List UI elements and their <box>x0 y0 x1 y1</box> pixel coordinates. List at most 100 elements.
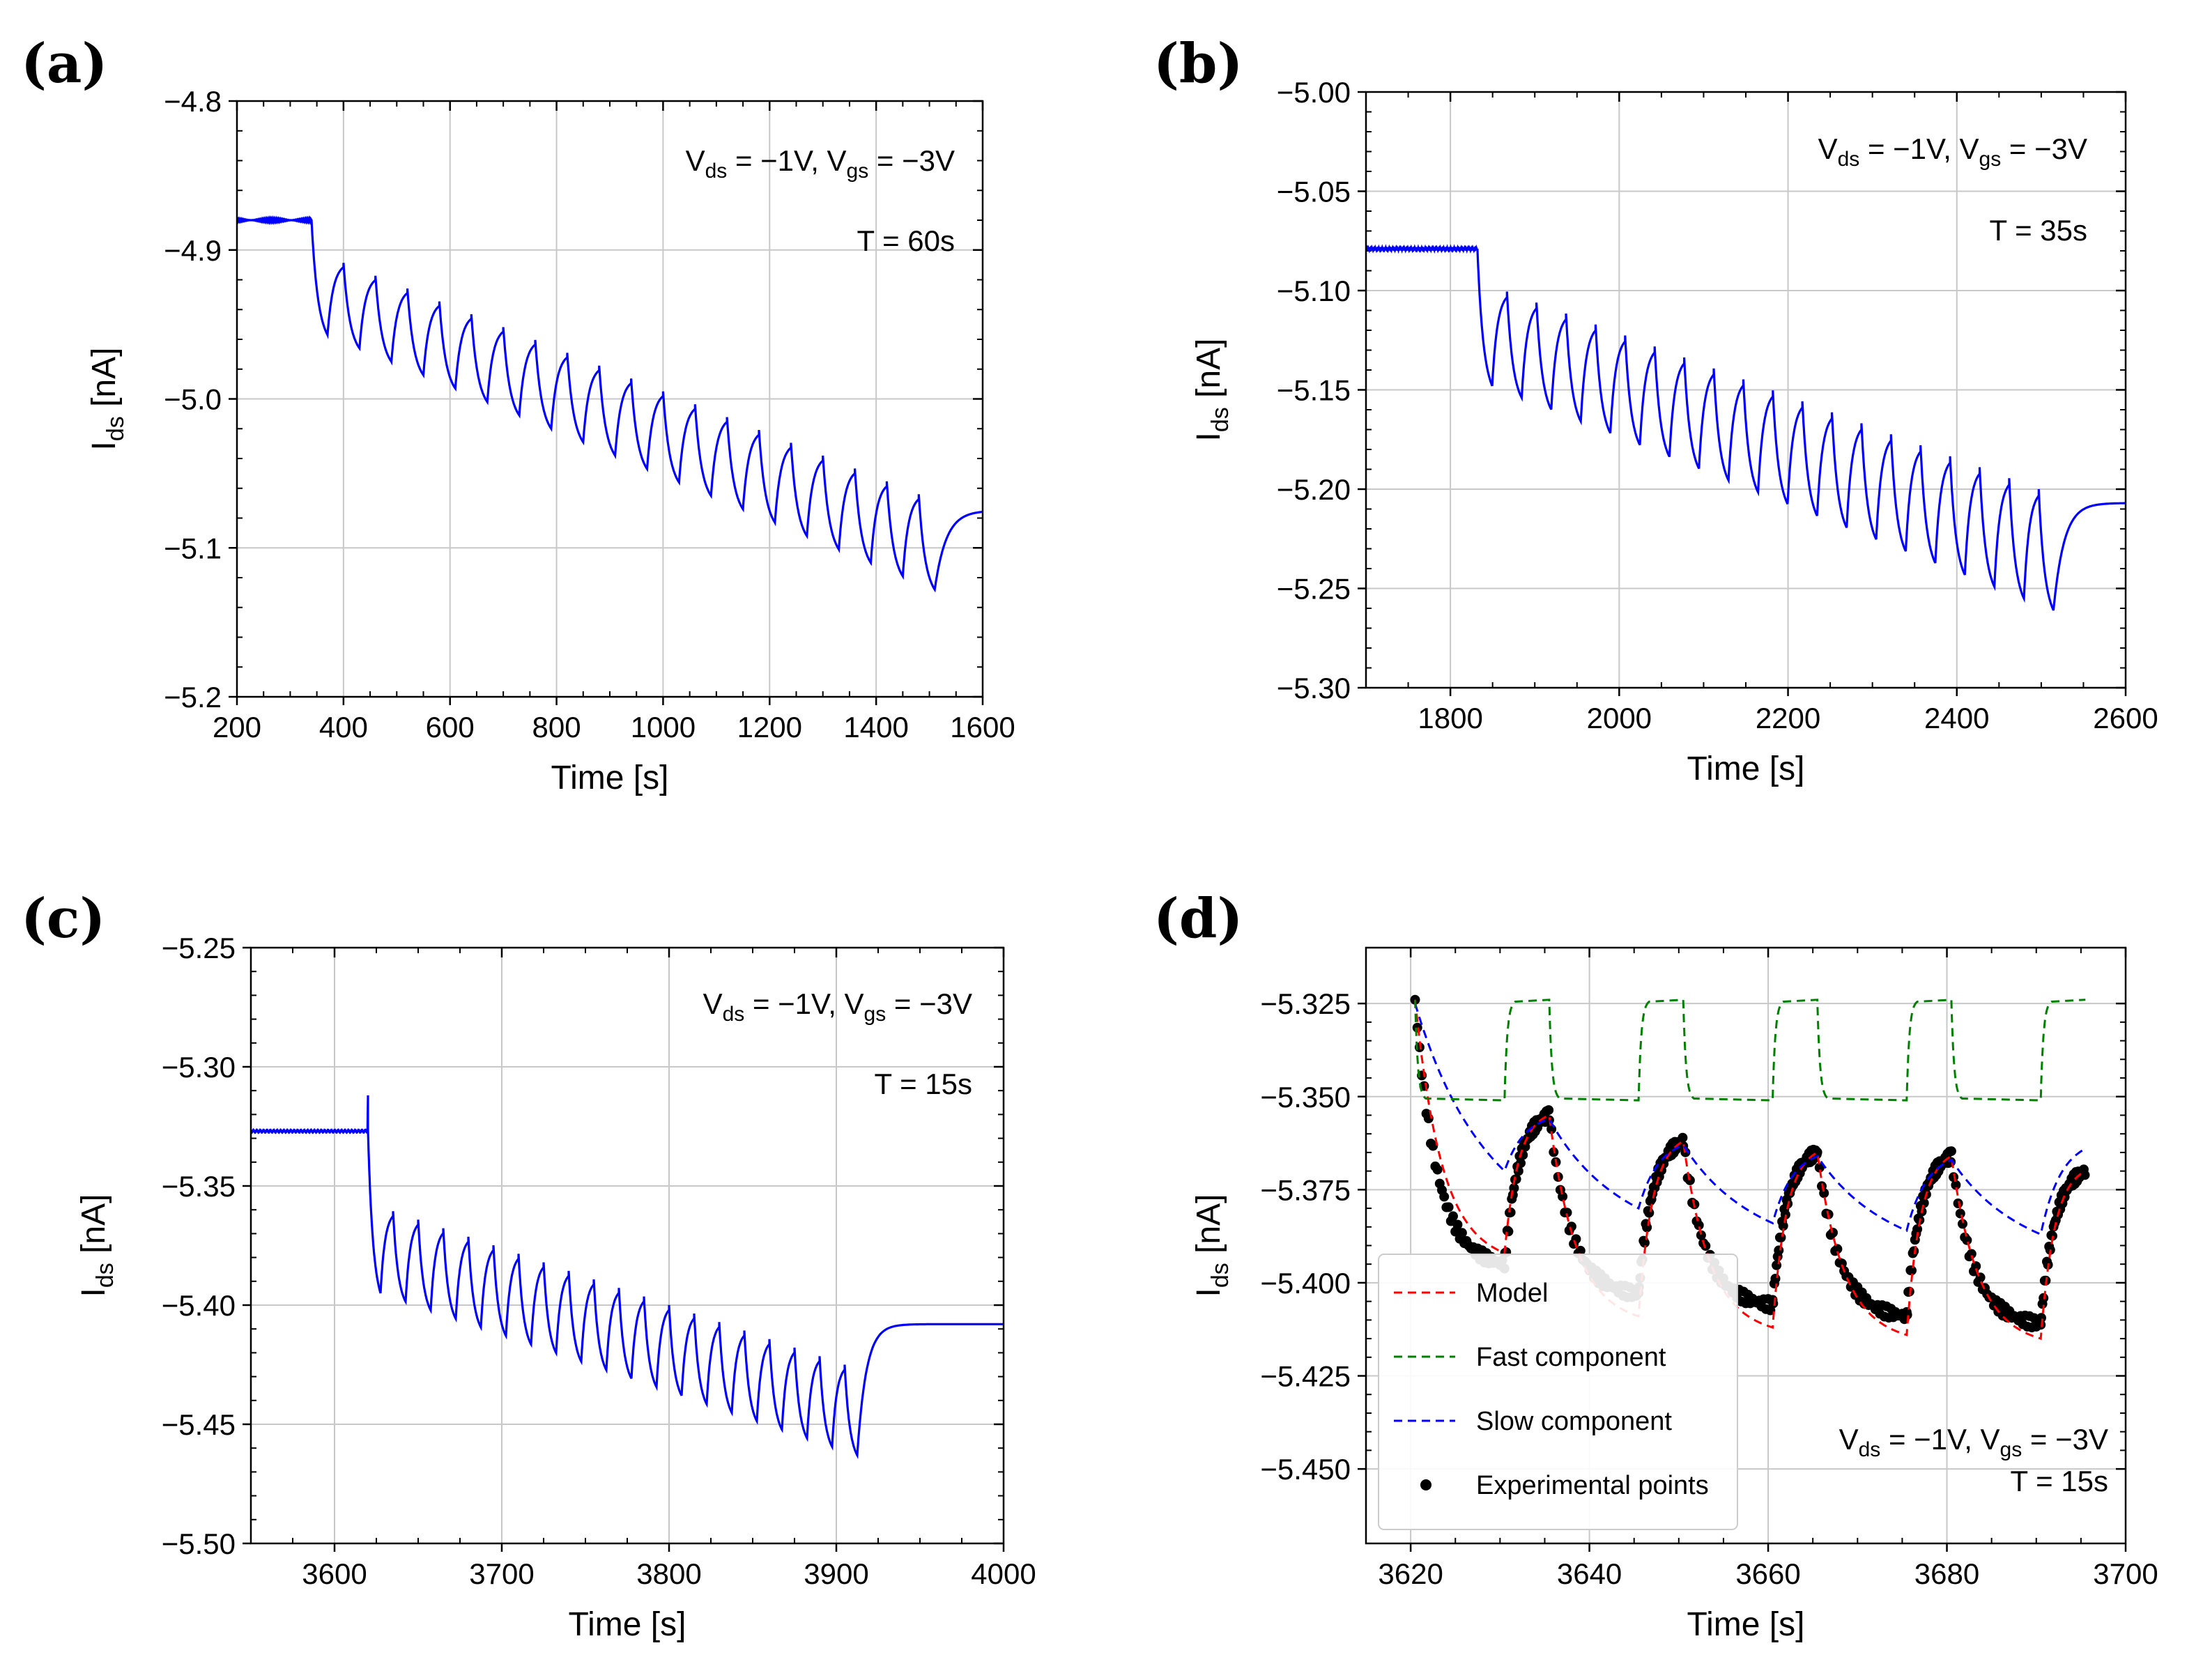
annotation-part: = −1V, V <box>1859 132 1979 165</box>
x-tick-label: 600 <box>426 711 475 743</box>
experimental-point <box>1684 1175 1695 1185</box>
annotation-part: gs <box>1979 148 2002 171</box>
experimental-point <box>1768 1298 1779 1309</box>
experimental-point <box>1907 1265 1917 1276</box>
y-tick-label: −5.50 <box>162 1527 236 1560</box>
y-tick-label: −5.450 <box>1260 1453 1351 1486</box>
period-annotation: T = 60s <box>857 224 955 257</box>
y-axis-label-sub: ds <box>1207 407 1234 432</box>
annotation-part: T = 15s <box>875 1068 972 1100</box>
y-tick-label: −5.45 <box>162 1408 236 1441</box>
y-tick-label: −5.05 <box>1277 176 1351 208</box>
current-trace <box>1366 244 2126 611</box>
legend-label: Experimental points <box>1476 1471 1709 1500</box>
x-tick-label: 4000 <box>971 1557 1036 1590</box>
experimental-point <box>1772 1260 1782 1270</box>
bias-annotation: Vds = −1V, Vgs = −3V <box>686 144 955 183</box>
y-axis-label-main: I <box>75 1288 112 1297</box>
y-tick-label: −5.0 <box>164 383 222 416</box>
annotation-part: = −3V <box>868 144 955 177</box>
annotation-part: T = 15s <box>2011 1465 2108 1497</box>
experimental-point <box>1642 1222 1652 1233</box>
y-axis-label-unit: [nA] <box>1190 339 1227 408</box>
x-tick-label: 3640 <box>1557 1557 1622 1590</box>
panel-label: (a) <box>21 32 107 95</box>
experimental-point <box>1919 1198 1929 1208</box>
x-tick-label: 800 <box>532 711 581 743</box>
experimental-point <box>1955 1208 1965 1219</box>
bias-annotation: Vds = −1V, Vgs = −3V <box>1818 132 2087 171</box>
y-tick-label: −5.20 <box>1277 473 1351 506</box>
panel-c: 3600 3700 3800 3900 4000 −5.50 −5.45 −5.40 −5.35… <box>21 887 1036 1643</box>
experimental-point <box>1774 1245 1784 1256</box>
panel-a: 200 400 600 800 1000 1200 1400 1600 −5.2 −5.1 −5.0… <box>21 32 1015 796</box>
x-tick-label: 3660 <box>1735 1557 1800 1590</box>
experimental-point <box>1448 1211 1458 1222</box>
experimental-point <box>1558 1192 1568 1202</box>
experimental-point <box>1428 1141 1438 1151</box>
annotation-part: V <box>1839 1423 1859 1456</box>
plot-frame <box>236 100 984 698</box>
model-curve <box>1414 999 2086 1341</box>
plot-frame <box>1365 91 2127 689</box>
experimental-point <box>1639 1238 1650 1248</box>
y-axis-label: Ids [nA] <box>1190 339 1234 442</box>
experimental-point <box>1439 1192 1450 1202</box>
experimental-point <box>1951 1180 1961 1190</box>
x-tick-label: 2200 <box>1756 702 1820 734</box>
annotation-part: = −3V <box>2001 132 2087 165</box>
x-tick-label: 1200 <box>737 711 802 743</box>
annotation-part: V <box>703 987 723 1020</box>
x-tick-label: 2600 <box>2093 702 2158 734</box>
period-annotation: T = 15s <box>875 1068 972 1100</box>
experimental-point <box>1571 1234 1581 1244</box>
current-trace <box>251 1095 1004 1459</box>
y-tick-label: −5.30 <box>162 1051 236 1084</box>
plot-frame <box>250 946 1005 1545</box>
y-axis-label: Ids [nA] <box>1190 1194 1234 1297</box>
legend-box <box>1378 1254 1738 1530</box>
period-annotation: T = 15s <box>2011 1465 2108 1497</box>
y-tick-label: −5.25 <box>1277 573 1351 606</box>
annotation-part: T = 35s <box>1990 214 2087 247</box>
y-axis-label: Ids [nA] <box>86 348 129 451</box>
experimental-point <box>1544 1105 1554 1116</box>
y-tick-label: −5.35 <box>162 1170 236 1203</box>
y-axis-label-unit: [nA] <box>86 348 123 417</box>
annotation-part: V <box>1818 132 1838 165</box>
y-axis-label-sub: ds <box>102 416 129 441</box>
x-tick-label: 1400 <box>843 711 908 743</box>
legend-label: Model <box>1476 1279 1549 1308</box>
experimental-point <box>1443 1202 1454 1212</box>
x-tick-label: 1800 <box>1418 702 1482 734</box>
current-trace <box>237 215 983 593</box>
experimental-point <box>1776 1233 1786 1242</box>
x-tick-label: 3600 <box>302 1557 367 1590</box>
x-tick-label: 3700 <box>2093 1557 2158 1590</box>
y-tick-label: −5.1 <box>164 532 222 564</box>
experimental-point <box>2036 1313 2046 1323</box>
experimental-point <box>1678 1132 1688 1143</box>
annotation-part: ds <box>1838 148 1860 171</box>
y-tick-label: −5.10 <box>1277 275 1351 307</box>
experimental-point <box>1452 1219 1463 1230</box>
y-tick-label: −5.40 <box>162 1289 236 1322</box>
x-tick-label: 1000 <box>631 711 696 743</box>
experimental-point <box>1505 1207 1516 1217</box>
annotation-part: T = 60s <box>857 224 955 257</box>
x-tick-label: 3900 <box>804 1557 868 1590</box>
y-tick-label: −5.375 <box>1260 1173 1351 1206</box>
experimental-point <box>1701 1241 1711 1251</box>
slow-component-curve <box>1414 1003 2086 1236</box>
y-axis-label-sub: ds <box>1207 1263 1234 1288</box>
experimental-point <box>1694 1220 1704 1231</box>
x-axis-label: Time [s] <box>551 760 669 796</box>
annotation-part: = −1V, V <box>744 987 863 1020</box>
experimental-point <box>1778 1221 1788 1231</box>
experimental-point <box>1432 1164 1443 1175</box>
x-tick-label: 200 <box>213 711 261 743</box>
y-axis-label-main: I <box>1190 432 1227 441</box>
legend-marker <box>1420 1479 1431 1490</box>
annotation-part: ds <box>1859 1438 1881 1461</box>
